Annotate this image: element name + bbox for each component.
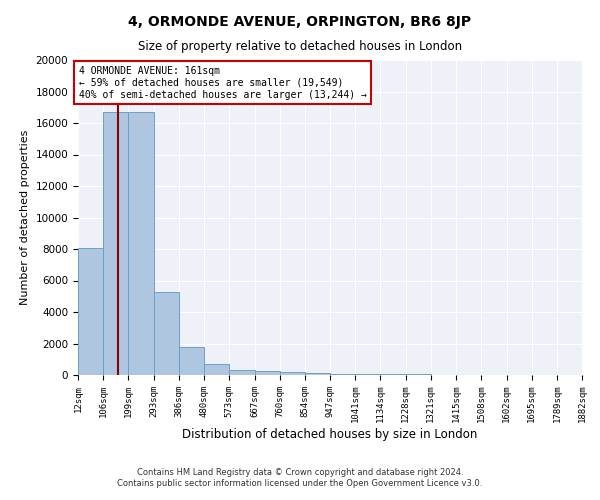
Text: 4, ORMONDE AVENUE, ORPINGTON, BR6 8JP: 4, ORMONDE AVENUE, ORPINGTON, BR6 8JP xyxy=(128,15,472,29)
Text: Size of property relative to detached houses in London: Size of property relative to detached ho… xyxy=(138,40,462,53)
Bar xyxy=(229,370,254,375)
Bar xyxy=(179,348,204,375)
Bar xyxy=(330,374,355,375)
X-axis label: Distribution of detached houses by size in London: Distribution of detached houses by size … xyxy=(182,428,478,441)
Bar xyxy=(78,248,103,375)
Bar xyxy=(380,374,406,375)
Bar xyxy=(254,372,280,375)
Bar xyxy=(406,374,431,375)
Bar xyxy=(305,374,330,375)
Bar xyxy=(355,374,380,375)
Bar xyxy=(103,112,128,375)
Bar xyxy=(280,372,305,375)
Bar xyxy=(154,292,179,375)
Bar xyxy=(128,112,154,375)
Bar xyxy=(204,364,229,375)
Y-axis label: Number of detached properties: Number of detached properties xyxy=(20,130,30,305)
Text: Contains HM Land Registry data © Crown copyright and database right 2024.
Contai: Contains HM Land Registry data © Crown c… xyxy=(118,468,482,487)
Text: 4 ORMONDE AVENUE: 161sqm
← 59% of detached houses are smaller (19,549)
40% of se: 4 ORMONDE AVENUE: 161sqm ← 59% of detach… xyxy=(79,66,367,100)
